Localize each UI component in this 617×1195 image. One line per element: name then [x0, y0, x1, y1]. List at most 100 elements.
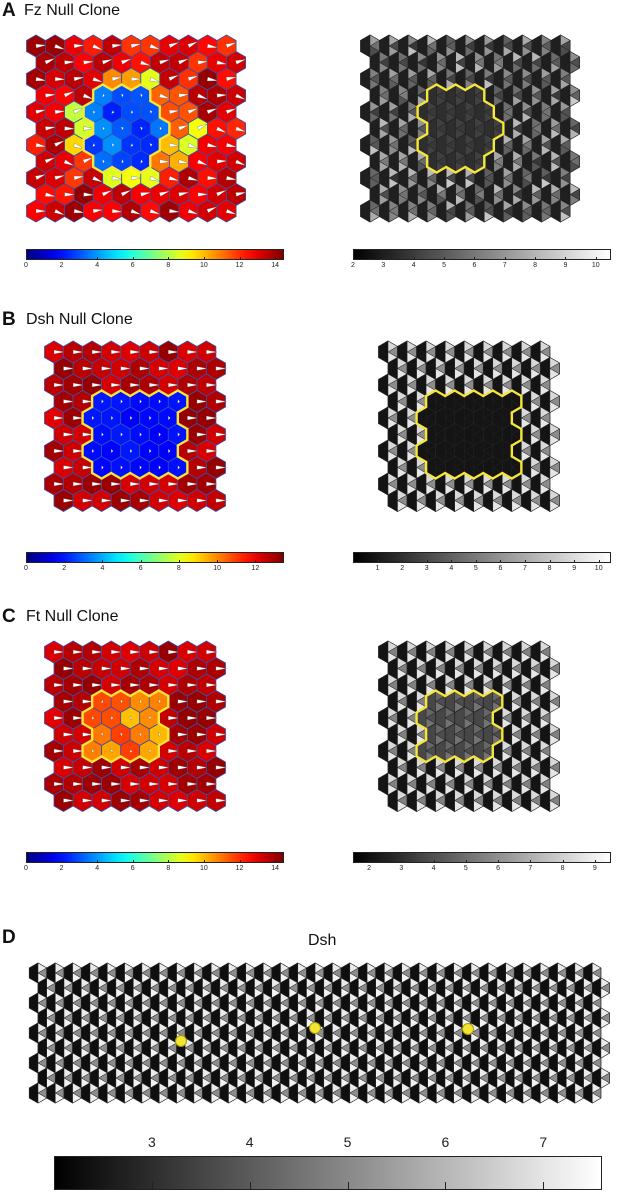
polarity-arrow	[53, 382, 65, 388]
polarity-arrow	[158, 666, 170, 671]
panel-title-d: Dsh	[308, 932, 337, 949]
cell-edge-facet	[445, 210, 457, 223]
clone-boundary	[453, 755, 466, 764]
colorbar-tick	[565, 257, 567, 260]
clone-boundary	[100, 471, 113, 480]
colorbar-tick-label: 9	[572, 565, 577, 572]
clone-boundary	[176, 422, 189, 431]
polarity-arrow	[63, 159, 75, 166]
clone-boundary	[415, 755, 428, 764]
colorbar-d: 3 4 5 6 7	[54, 1134, 602, 1192]
cell-edge-facet	[569, 62, 581, 74]
clone-boundary	[443, 389, 456, 398]
polarity-arrow	[63, 699, 75, 704]
polarity-arrow	[82, 732, 94, 737]
polarity-arrow	[196, 123, 208, 131]
polarity-arrow	[92, 142, 96, 148]
marker-dot	[175, 1035, 187, 1047]
polarity-arrow	[53, 349, 65, 355]
polarity-arrow	[196, 159, 208, 166]
polarity-arrow	[177, 498, 189, 503]
polarity-arrow	[215, 765, 227, 770]
colorbar-tick	[562, 860, 564, 863]
clone-boundary	[119, 755, 132, 764]
colorbar-tick-label: 6	[496, 865, 501, 872]
clone-boundary	[415, 738, 428, 747]
cell-edge-facet	[436, 1092, 446, 1104]
polarity-arrow	[120, 699, 123, 704]
polarity-arrow	[149, 649, 160, 655]
polarity-arrow	[130, 649, 141, 655]
colorbar-tick-label: 6	[441, 1134, 450, 1150]
cell-edge-facet	[366, 1092, 377, 1104]
clone-boundary	[81, 705, 94, 714]
cell-edge-facet	[280, 1092, 290, 1104]
colorbar-gradient	[353, 852, 611, 863]
clone-boundary	[501, 389, 514, 398]
polarity-arrow	[140, 60, 151, 66]
cell-edge-facet	[107, 1092, 117, 1104]
colorbar-gradient	[26, 552, 284, 563]
polarity-arrow	[130, 415, 133, 421]
polarity-arrow	[72, 748, 84, 754]
polarity-arrow	[119, 732, 123, 737]
polarity-arrow	[158, 432, 162, 437]
polarity-arrow	[158, 798, 170, 803]
clone-boundary	[416, 99, 429, 108]
polarity-arrow	[187, 175, 199, 181]
polarity-arrow	[177, 399, 181, 404]
clone-boundary	[443, 471, 456, 480]
colorbar-tick	[401, 860, 403, 863]
cell-edge-facet	[453, 1092, 463, 1104]
polarity-arrow	[187, 382, 198, 388]
panel-letter-d: D	[2, 927, 16, 948]
clone-boundary	[100, 689, 113, 698]
polarity-arrow	[207, 175, 218, 181]
polarity-arrow	[177, 432, 181, 437]
polarity-arrow	[177, 465, 181, 470]
polarity-arrow	[82, 399, 94, 404]
clone-boundary	[482, 689, 494, 698]
clone-boundary	[91, 165, 104, 174]
polarity-arrow	[177, 124, 189, 131]
polarity-arrow	[101, 765, 113, 770]
colorbar-tick-label: 6	[130, 262, 135, 269]
clone-boundary	[416, 116, 429, 125]
polarity-arrow	[215, 699, 227, 704]
panel-title-b: Dsh Null Clone	[26, 311, 133, 328]
clone-boundary	[109, 689, 122, 698]
colorbar-tick-label: 2	[59, 262, 64, 269]
polarity-arrow	[130, 109, 134, 115]
polarity-arrow	[91, 382, 103, 388]
colorbar-a-left: 0 2 4 6 8 10 12 14	[24, 249, 284, 269]
clone-boundary	[158, 132, 171, 141]
colorbar-tick-label: 4	[100, 565, 105, 572]
colorbar-tick	[498, 860, 500, 863]
cell-edge-facet	[418, 1092, 429, 1104]
polarity-arrow	[158, 732, 162, 737]
colorbar-tick-label: 4	[431, 865, 436, 872]
colorbar-tick	[504, 257, 506, 260]
cell-edge-facet	[384, 1092, 394, 1104]
clone-boundary	[158, 116, 171, 125]
polarity-arrow	[215, 432, 227, 437]
polarity-arrow	[207, 43, 218, 49]
polarity-arrow	[187, 41, 198, 49]
clone-boundary	[482, 471, 494, 480]
polarity-arrow	[101, 366, 113, 371]
polarity-arrow	[149, 415, 152, 421]
colorbar-tick-label: 8	[560, 865, 565, 872]
polarity-arrow	[35, 142, 47, 148]
cell-edge-facet	[124, 1092, 134, 1104]
polarity-arrow	[168, 682, 179, 688]
polarity-arrow	[111, 415, 114, 421]
polarity-arrow	[168, 74, 180, 82]
cell-edge-facet	[549, 368, 561, 380]
polarity-arrow	[111, 349, 122, 355]
clone-boundary	[176, 471, 189, 480]
cell-edge-facet	[484, 210, 495, 223]
polarity-arrow	[45, 93, 56, 98]
polarity-arrow	[72, 649, 84, 655]
polarity-arrow	[149, 349, 160, 355]
clone-boundary	[482, 755, 494, 764]
